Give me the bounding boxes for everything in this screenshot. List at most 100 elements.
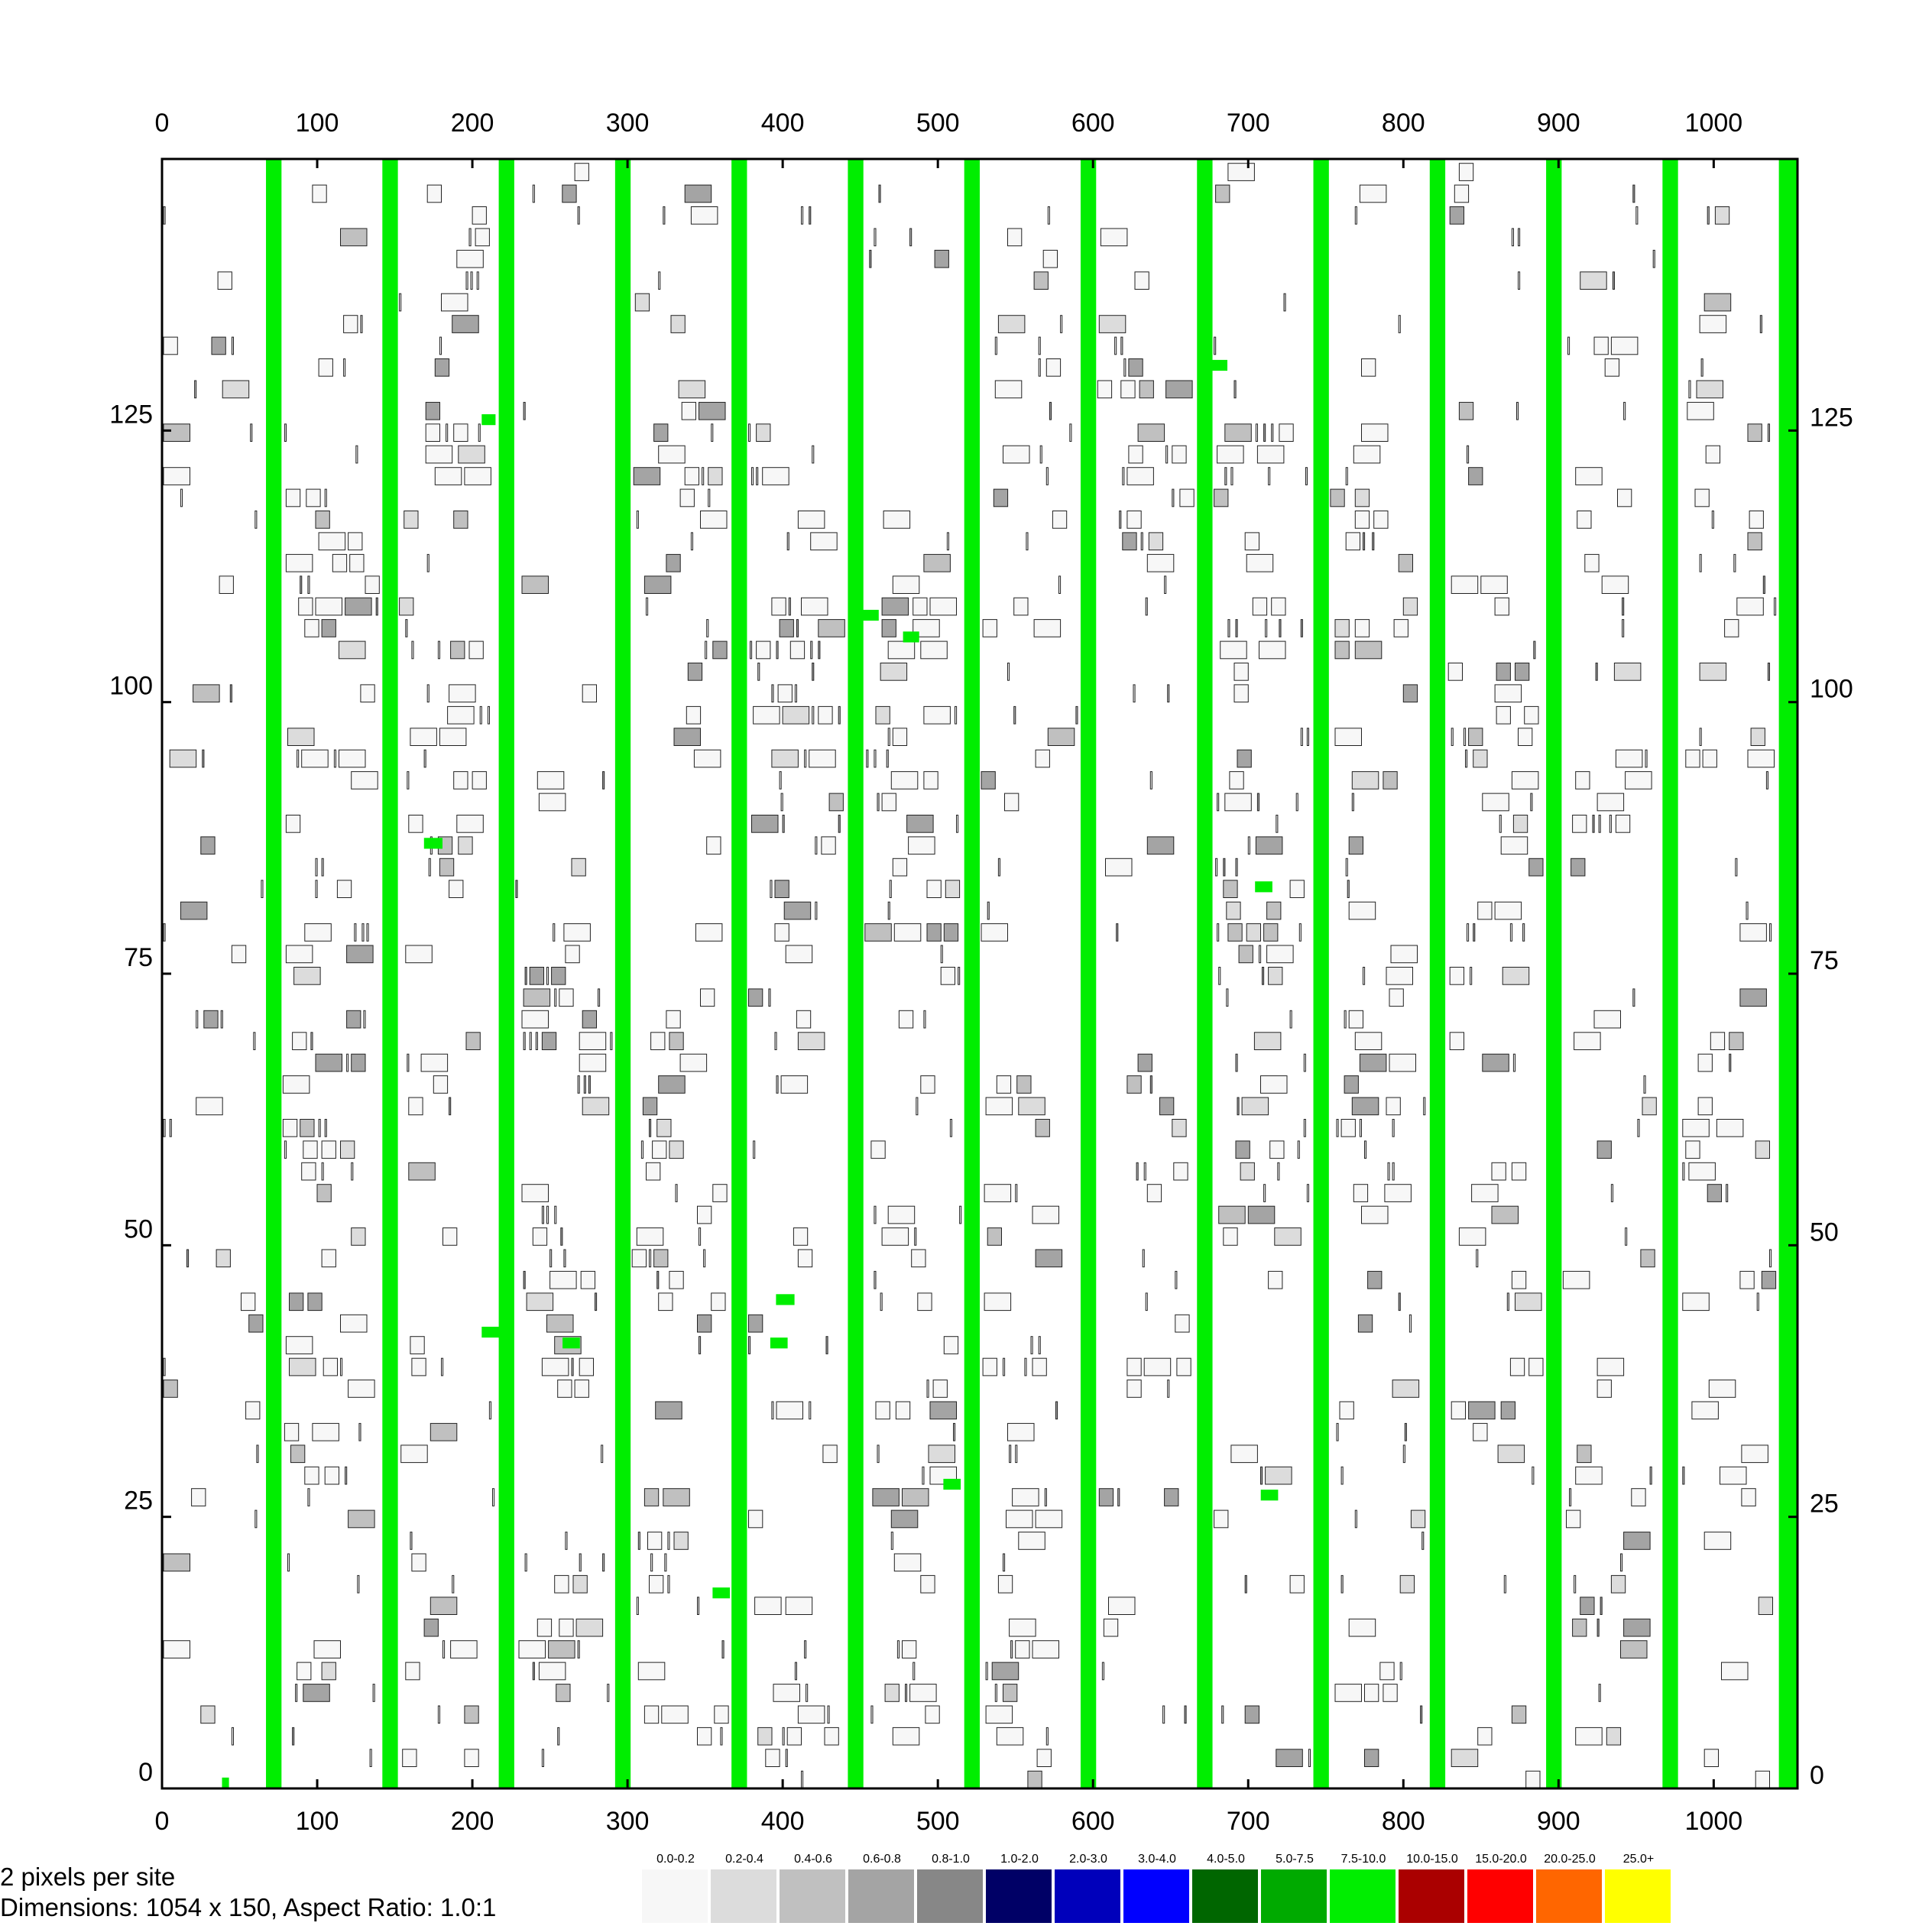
axis-ticks [160,159,1797,1790]
site-cell [1354,206,1357,225]
legend-label: 0.8-1.0 [932,1853,970,1866]
site-cell [1033,271,1049,290]
site-cell [475,228,490,247]
site-cell [1229,771,1244,790]
site-cell [297,1662,312,1681]
site-cell [254,1509,258,1529]
site-cell [1105,858,1133,877]
site-cell [982,619,997,637]
site-cell [825,1336,828,1354]
site-cell [869,249,872,268]
site-cell [896,1640,900,1658]
site-cell [994,336,997,355]
site-cell [1165,380,1193,399]
site-cell [1289,1574,1305,1594]
site-cell [877,793,880,812]
site-cell [420,1053,449,1072]
site-cell [1265,619,1268,637]
site-cell [1223,1227,1238,1246]
site-cell [163,923,166,942]
site-cell [774,1032,777,1051]
site-cell [1451,576,1479,594]
site-cell [1410,1509,1426,1529]
site-cell [1255,836,1283,855]
site-cell [1622,597,1625,616]
site-cell [315,880,318,899]
site-cell [1645,749,1648,768]
site-cell [297,749,300,768]
site-cell [1592,815,1595,833]
site-cell [1148,532,1164,551]
site-cell [1045,358,1062,377]
site-cell [669,1140,684,1159]
site-cell [797,511,825,529]
y-tick-label-left: 100 [109,672,153,701]
site-cell [1013,597,1029,616]
site-cell [1126,511,1142,529]
site-cell [312,1422,339,1441]
site-cell [1609,815,1612,833]
site-cell [1145,1292,1148,1312]
x-tick-label: 500 [916,109,960,138]
site-cell [880,1292,883,1312]
site-cell [753,705,780,725]
site-cell [560,1227,563,1246]
site-cell [1336,1119,1339,1137]
hot-spot [562,1338,580,1349]
site-cell [748,1314,763,1333]
site-cell [1237,749,1252,768]
site-cell [1030,1336,1033,1354]
site-cell [838,815,841,833]
axis-tick-labels: 0010010020020030030040040050050060060070… [109,109,1853,1836]
site-cell [1298,923,1302,942]
site-cell [472,771,487,790]
site-cell [546,967,549,985]
site-cell [292,1727,295,1746]
site-cell [318,1119,321,1137]
site-cell [1133,684,1136,703]
site-cell [697,1727,712,1746]
x-tick-label: 900 [1537,1807,1580,1836]
site-cell [163,206,166,225]
site-cell [559,988,574,1007]
x-tick-label: 400 [761,109,805,138]
site-cell [441,293,468,312]
site-cell [776,1075,779,1094]
site-cell [1289,1010,1292,1029]
site-cell [637,1532,640,1550]
site-cell [456,815,484,833]
site-cell [1220,640,1247,660]
site-cell [437,1705,441,1724]
x-tick-label: 800 [1382,109,1425,138]
site-cell [163,1553,190,1572]
site-cell [1214,488,1229,507]
site-cell [541,1357,569,1376]
site-cell [324,1466,340,1485]
site-cell [1223,858,1226,877]
site-cell [408,1162,436,1181]
site-cell [1643,1075,1646,1094]
site-cell [1347,880,1350,899]
site-cell [1123,358,1126,377]
site-cell [1233,663,1249,681]
site-cell [649,1574,664,1594]
site-cell [908,836,935,855]
site-cell [1685,749,1700,768]
site-cell [1173,1162,1188,1181]
site-cell [1467,445,1470,464]
site-cell [887,728,890,746]
site-cell [554,1205,557,1224]
site-cell [1574,1032,1601,1051]
y-tick-label-right: 125 [1810,403,1853,432]
site-cell [636,1227,664,1246]
site-cell [1518,228,1521,247]
site-cell [340,1357,343,1376]
site-cell [521,1184,549,1202]
hot-spot [770,1338,788,1349]
site-cell [1218,1205,1246,1224]
site-cell [690,532,694,551]
site-cell [1015,1184,1018,1202]
site-cell [332,553,348,572]
site-cell [1451,728,1454,746]
site-cell [793,1227,809,1246]
